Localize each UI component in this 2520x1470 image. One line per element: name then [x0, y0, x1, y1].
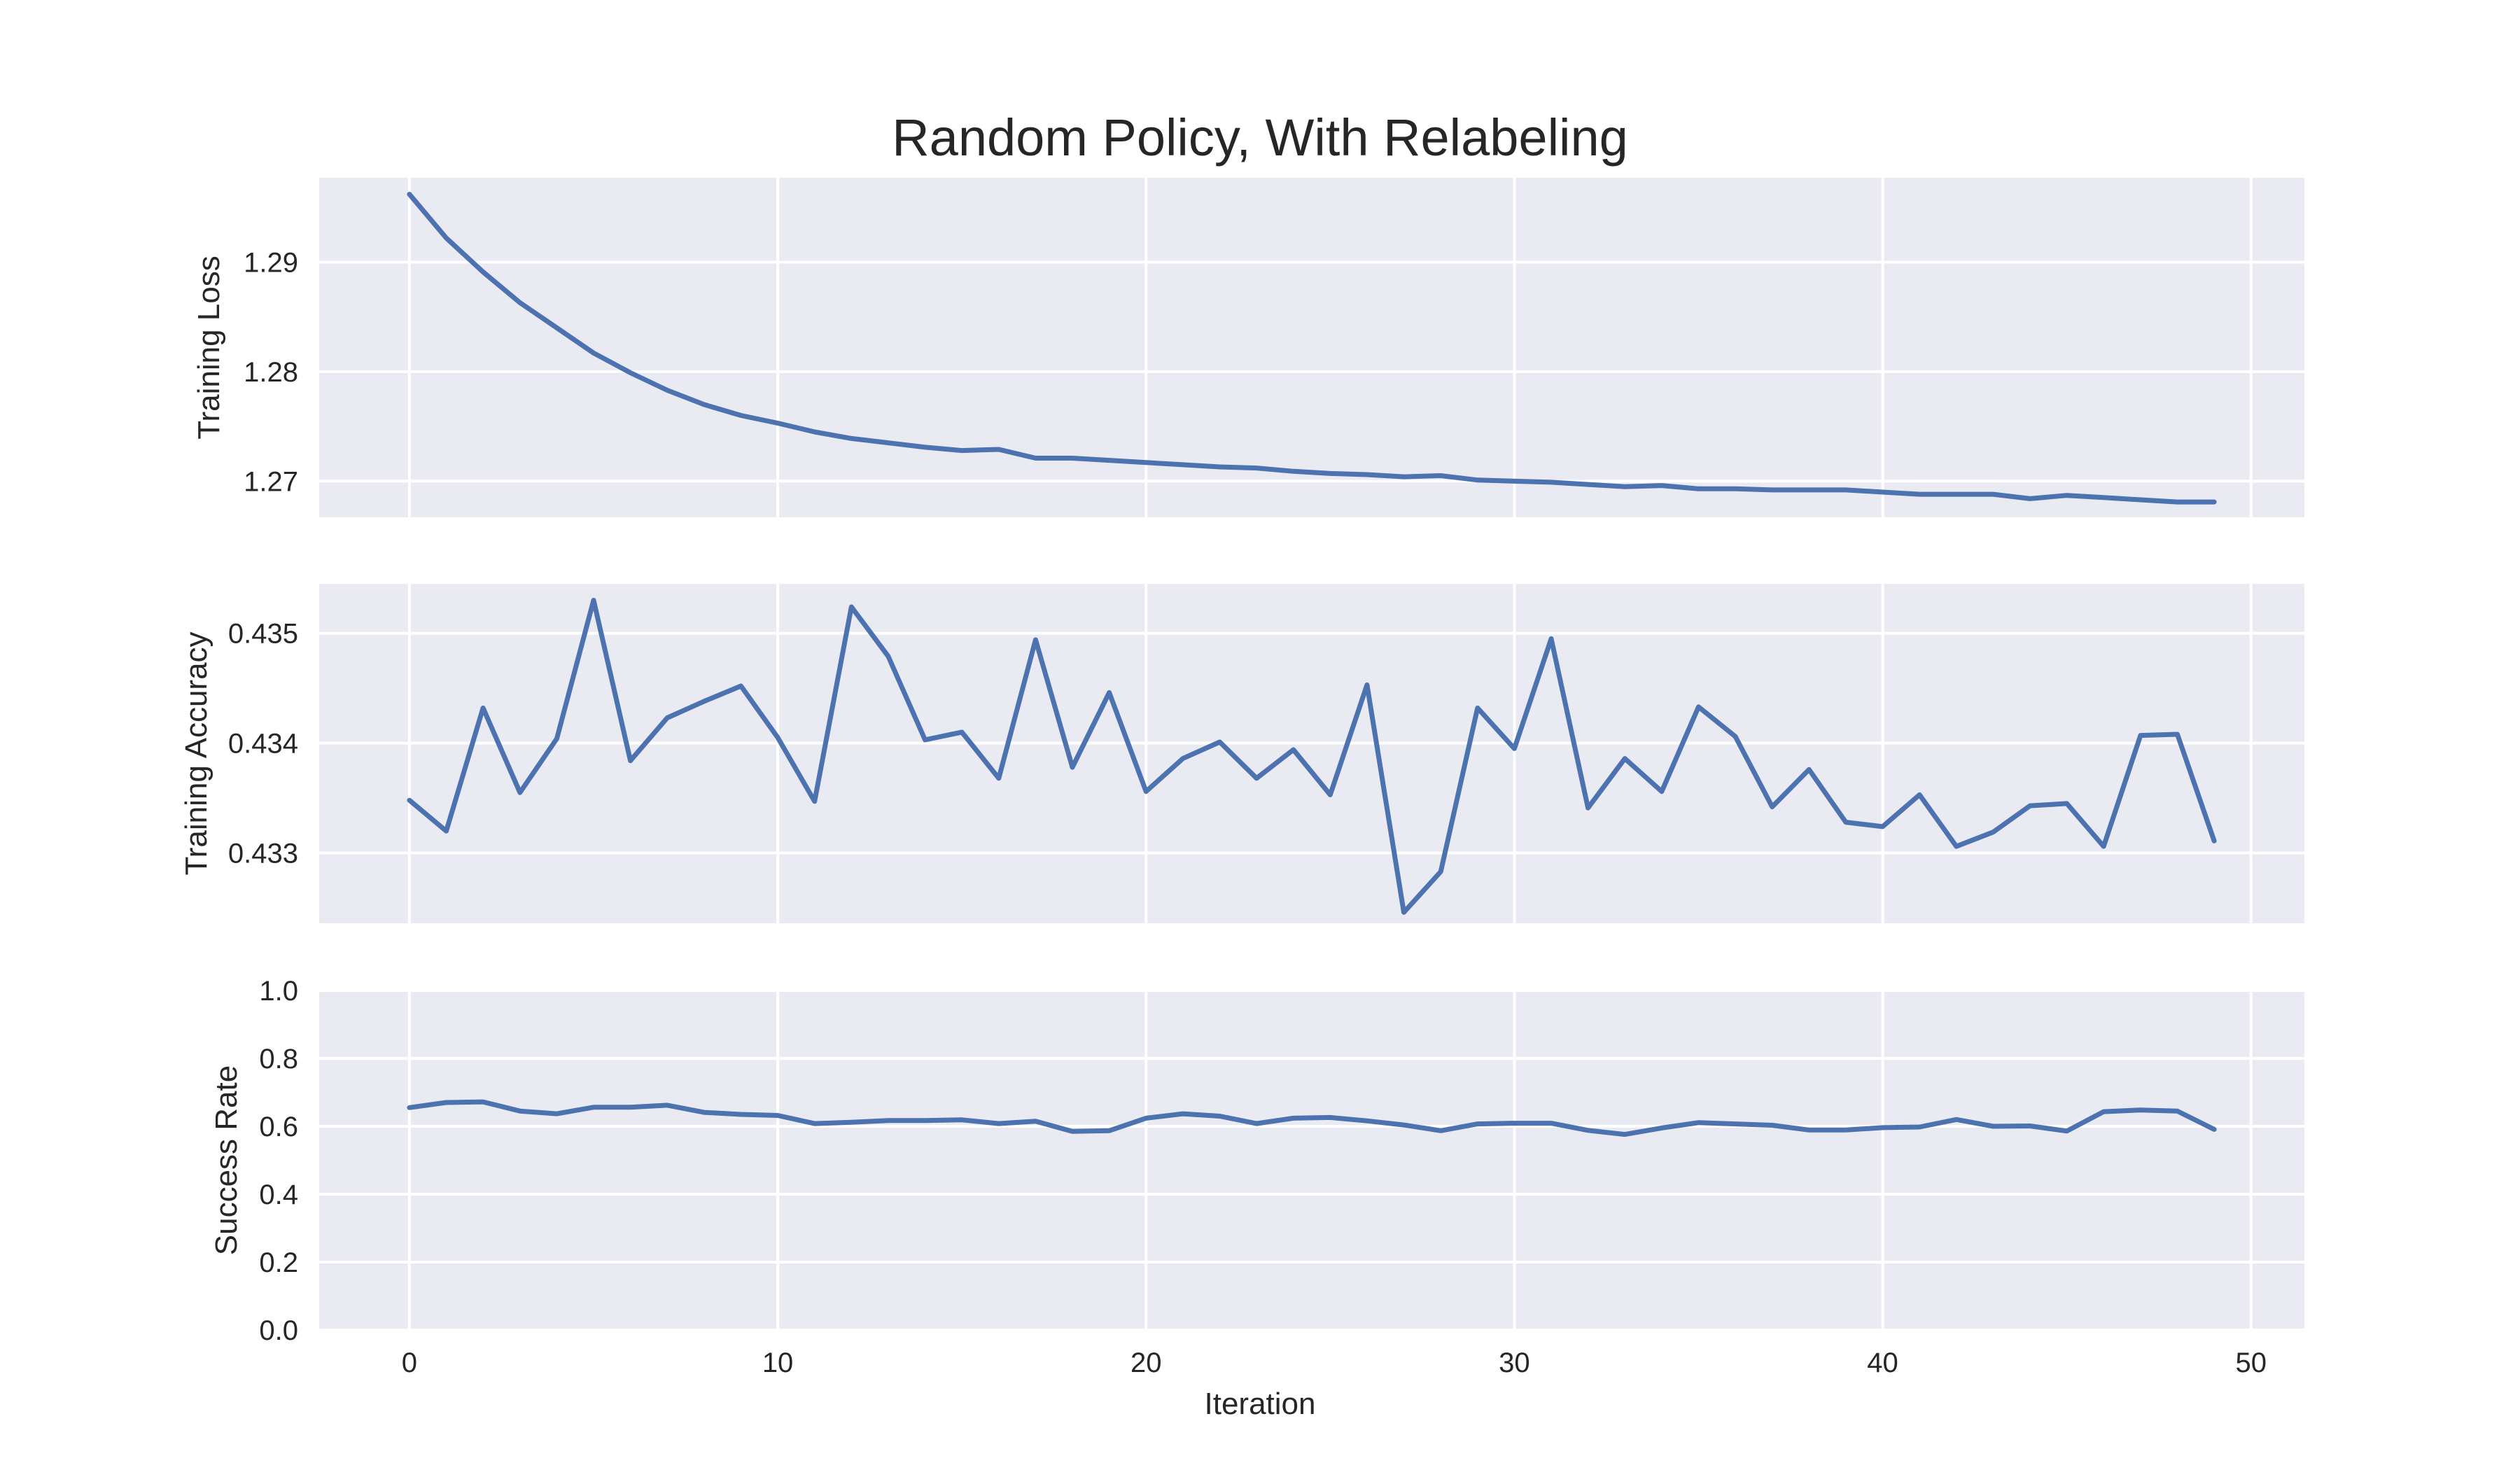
- x-axis-label: Iteration: [1205, 1387, 1316, 1421]
- success-rate-y-axis-label: Success Rate: [209, 1065, 244, 1255]
- training-accuracy-y-axis-label: Training Accuracy: [179, 631, 214, 875]
- training-loss-y-tick-label: 1.29: [244, 247, 298, 278]
- training-loss-plot-area: [319, 178, 2304, 517]
- x-tick-label: 10: [762, 1348, 794, 1378]
- success-rate-y-tick-label: 0.4: [259, 1180, 298, 1210]
- success-rate-y-tick-label: 0.0: [259, 1315, 298, 1346]
- training-accuracy-y-tick-label: 0.435: [228, 619, 298, 650]
- success-rate-y-tick-label: 0.8: [259, 1044, 298, 1074]
- training-loss-y-tick-label: 1.27: [244, 466, 298, 497]
- success-rate-plot-area: [319, 990, 2304, 1330]
- training-accuracy-y-tick-label: 0.433: [228, 839, 298, 869]
- training-loss-y-axis-label: Training Loss: [192, 255, 226, 440]
- training-accuracy-y-tick-label: 0.434: [228, 729, 298, 760]
- x-tick-label: 0: [402, 1348, 417, 1378]
- training-accuracy-series-line: [407, 598, 2217, 915]
- success-rate-series-line: [407, 1099, 2217, 1138]
- success-rate-y-tick-label: 1.0: [259, 976, 298, 1007]
- x-tick-label: 40: [1867, 1348, 1898, 1378]
- chart-title: Random Policy, With Relabeling: [892, 108, 1628, 167]
- training-accuracy-plot-area: [319, 584, 2304, 923]
- success-rate-subplot: 0.0 0.2 0.4 0.6 0.8 1.0 Success Rate 0 10 20 30 40 5…: [209, 976, 2304, 1378]
- training-loss-series-line: [407, 192, 2217, 505]
- training-loss-subplot: 1.27 1.28 1.29 Training Loss: [192, 178, 2304, 517]
- training-loss-y-tick-label: 1.28: [244, 357, 298, 388]
- success-rate-y-tick-label: 0.2: [259, 1247, 298, 1278]
- x-tick-label: 50: [2235, 1348, 2267, 1378]
- x-tick-label: 20: [1130, 1348, 1162, 1378]
- training-accuracy-subplot: 0.433 0.434 0.435 Training Accuracy: [179, 584, 2304, 923]
- x-tick-label: 30: [1499, 1348, 1530, 1378]
- success-rate-y-tick-label: 0.6: [259, 1112, 298, 1142]
